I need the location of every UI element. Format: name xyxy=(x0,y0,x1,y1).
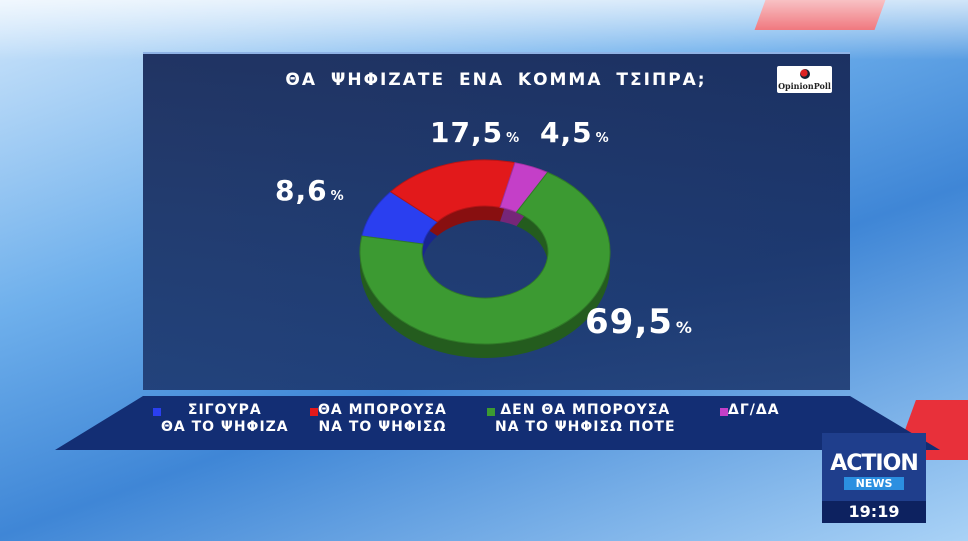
logo: OpinionPoll xyxy=(777,66,832,93)
channel-sub: NEWS xyxy=(844,477,904,490)
legend-bar xyxy=(55,396,940,450)
legend-swatch xyxy=(153,408,161,416)
value-label: 8,6% xyxy=(275,174,345,207)
legend-swatch xyxy=(720,408,728,416)
slice xyxy=(359,171,611,345)
value-label: 4,5% xyxy=(540,116,610,149)
chart-title: ΘΑ ΨΗΦΙΖΑΤΕ ΕΝΑ ΚΟΜΜΑ ΤΣΙΠΡΑ; xyxy=(285,70,706,90)
channel-name: ACTION xyxy=(830,451,918,476)
legend-label: ΔΓ/ΔΑ xyxy=(728,402,780,418)
value-label: 17,5% xyxy=(430,116,520,149)
legend-swatch xyxy=(487,408,495,416)
logo-text: OpinionPoll xyxy=(778,81,831,91)
legend-label: ΘΑ ΜΠΟΡΟΥΣΑ ΝΑ ΤΟ ΨΗΦΙΣΩ xyxy=(318,402,447,435)
clock: 19:19 xyxy=(822,501,926,523)
value-label: 69,5% xyxy=(585,302,693,342)
channel-logo: ACTION NEWS 19:19 xyxy=(822,433,926,523)
legend-label: ΔΕΝ ΘΑ ΜΠΟΡΟΥΣΑ ΝΑ ΤΟ ΨΗΦΙΣΩ ΠΟΤΕ xyxy=(495,402,676,435)
decor xyxy=(0,0,968,60)
legend-swatch xyxy=(310,408,318,416)
legend-label: ΣΙΓΟΥΡΑ ΘΑ ΤΟ ΨΗΦΙΖΑ xyxy=(161,402,289,435)
